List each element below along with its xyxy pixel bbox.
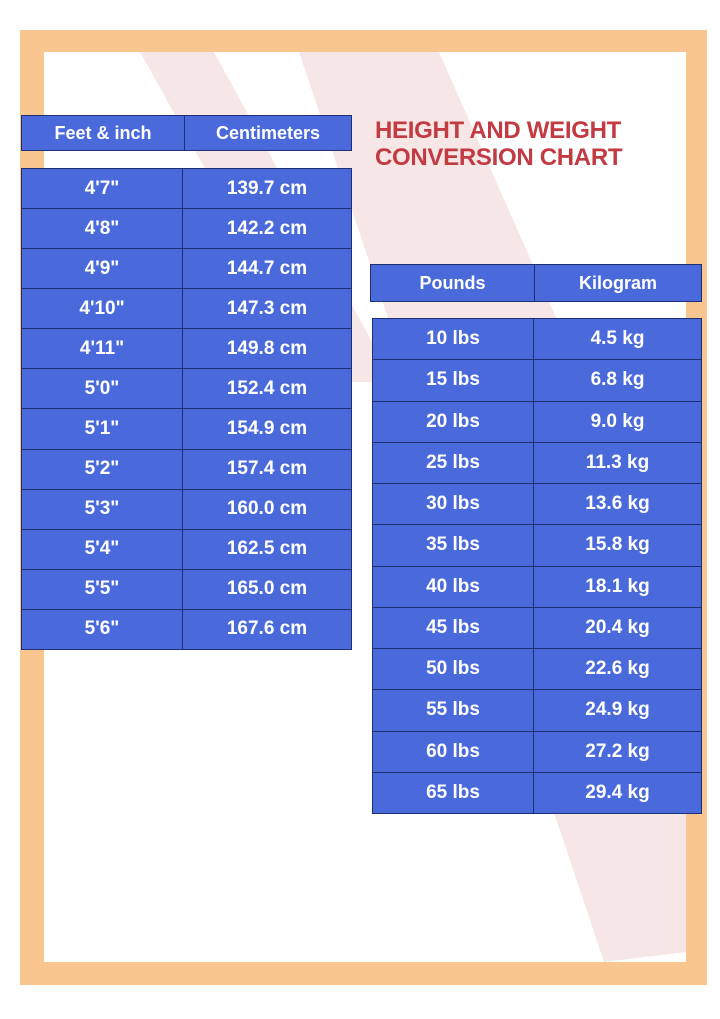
source-value-cell: 5'1" [21,408,183,450]
converted-value-cell: 4.5 kg [533,317,702,361]
table-row: 40 lbs 18.1 kg [372,565,702,608]
converted-value-cell: 11.3 kg [533,441,702,485]
table-row: 45 lbs 20.4 kg [372,606,702,650]
converted-value-cell: 22.6 kg [533,647,702,691]
table-row: 4'9" 144.7 cm [21,248,352,290]
source-value-cell: 5'6" [21,608,183,651]
converted-value-cell: 160.0 cm [182,488,352,530]
table-row: 25 lbs 11.3 kg [372,441,702,485]
converted-value-cell: 152.4 cm [182,368,352,410]
converted-value-cell: 142.2 cm [182,208,352,250]
source-value-cell: 4'11" [21,328,183,370]
converted-value-cell: 9.0 kg [533,400,702,443]
table-row: 4'8" 142.2 cm [21,208,352,250]
source-value-cell: 4'7" [21,167,183,210]
source-value-cell: 60 lbs [372,730,534,773]
source-value-cell: 55 lbs [372,689,534,732]
converted-value-cell: 18.1 kg [533,565,702,608]
source-value-cell: 40 lbs [372,565,534,608]
table-row: 10 lbs 4.5 kg [372,317,702,361]
converted-value-cell: 144.7 cm [182,248,352,290]
source-value-cell: 20 lbs [372,400,534,443]
title-line-2: CONVERSION CHART [375,144,623,171]
source-value-cell: 5'2" [21,448,183,490]
converted-value-cell: 29.4 kg [533,771,702,815]
table-row: 5'2" 157.4 cm [21,448,352,490]
title-line-1: HEIGHT AND WEIGHT [375,117,621,144]
source-value-cell: 5'0" [21,368,183,410]
table-row: 5'0" 152.4 cm [21,368,352,410]
source-value-cell: 10 lbs [372,317,534,361]
source-value-cell: 15 lbs [372,359,534,402]
table-row: 65 lbs 29.4 kg [372,771,702,815]
table-row: 50 lbs 22.6 kg [372,647,702,691]
table-row: 5'3" 160.0 cm [21,488,352,530]
header-pounds: Pounds [370,264,535,302]
converted-value-cell: 13.6 kg [533,482,702,526]
table-row: 5'5" 165.0 cm [21,568,352,610]
table-row: 4'7" 139.7 cm [21,167,352,210]
converted-value-cell: 149.8 cm [182,328,352,370]
header-centimeters: Centimeters [184,115,352,151]
table-row: 55 lbs 24.9 kg [372,689,702,732]
header-kilogram: Kilogram [534,264,702,302]
source-value-cell: 35 lbs [372,524,534,567]
height-table: 4'7" 139.7 cm 4'8" 142.2 cm 4'9" 144.7 cm 4'10… [21,167,352,651]
converted-value-cell: 147.3 cm [182,288,352,330]
header-feet-inch: Feet & inch [21,115,185,151]
source-value-cell: 45 lbs [372,606,534,650]
converted-value-cell: 20.4 kg [533,606,702,650]
source-value-cell: 50 lbs [372,647,534,691]
table-row: 20 lbs 9.0 kg [372,400,702,443]
table-row: 5'6" 167.6 cm [21,608,352,651]
source-value-cell: 5'4" [21,528,183,570]
weight-table-header: Pounds Kilogram [370,264,702,302]
converted-value-cell: 165.0 cm [182,568,352,610]
weight-table: 10 lbs 4.5 kg 15 lbs 6.8 kg 20 lbs 9.0 kg 25 l… [372,317,702,815]
table-row: 5'1" 154.9 cm [21,408,352,450]
table-row: 60 lbs 27.2 kg [372,730,702,773]
converted-value-cell: 15.8 kg [533,524,702,567]
converted-value-cell: 154.9 cm [182,408,352,450]
converted-value-cell: 27.2 kg [533,730,702,773]
table-row: 4'10" 147.3 cm [21,288,352,330]
source-value-cell: 4'9" [21,248,183,290]
source-value-cell: 30 lbs [372,482,534,526]
table-row: 30 lbs 13.6 kg [372,482,702,526]
source-value-cell: 4'10" [21,288,183,330]
converted-value-cell: 6.8 kg [533,359,702,402]
table-row: 4'11" 149.8 cm [21,328,352,370]
converted-value-cell: 162.5 cm [182,528,352,570]
converted-value-cell: 139.7 cm [182,167,352,210]
table-row: 5'4" 162.5 cm [21,528,352,570]
table-row: 35 lbs 15.8 kg [372,524,702,567]
converted-value-cell: 167.6 cm [182,608,352,651]
table-row: 15 lbs 6.8 kg [372,359,702,402]
height-table-header: Feet & inch Centimeters [21,115,352,151]
source-value-cell: 5'3" [21,488,183,530]
source-value-cell: 5'5" [21,568,183,610]
converted-value-cell: 157.4 cm [182,448,352,490]
source-value-cell: 25 lbs [372,441,534,485]
source-value-cell: 4'8" [21,208,183,250]
page-title: HEIGHT AND WEIGHT CONVERSION CHART [375,117,623,171]
source-value-cell: 65 lbs [372,771,534,815]
converted-value-cell: 24.9 kg [533,689,702,732]
